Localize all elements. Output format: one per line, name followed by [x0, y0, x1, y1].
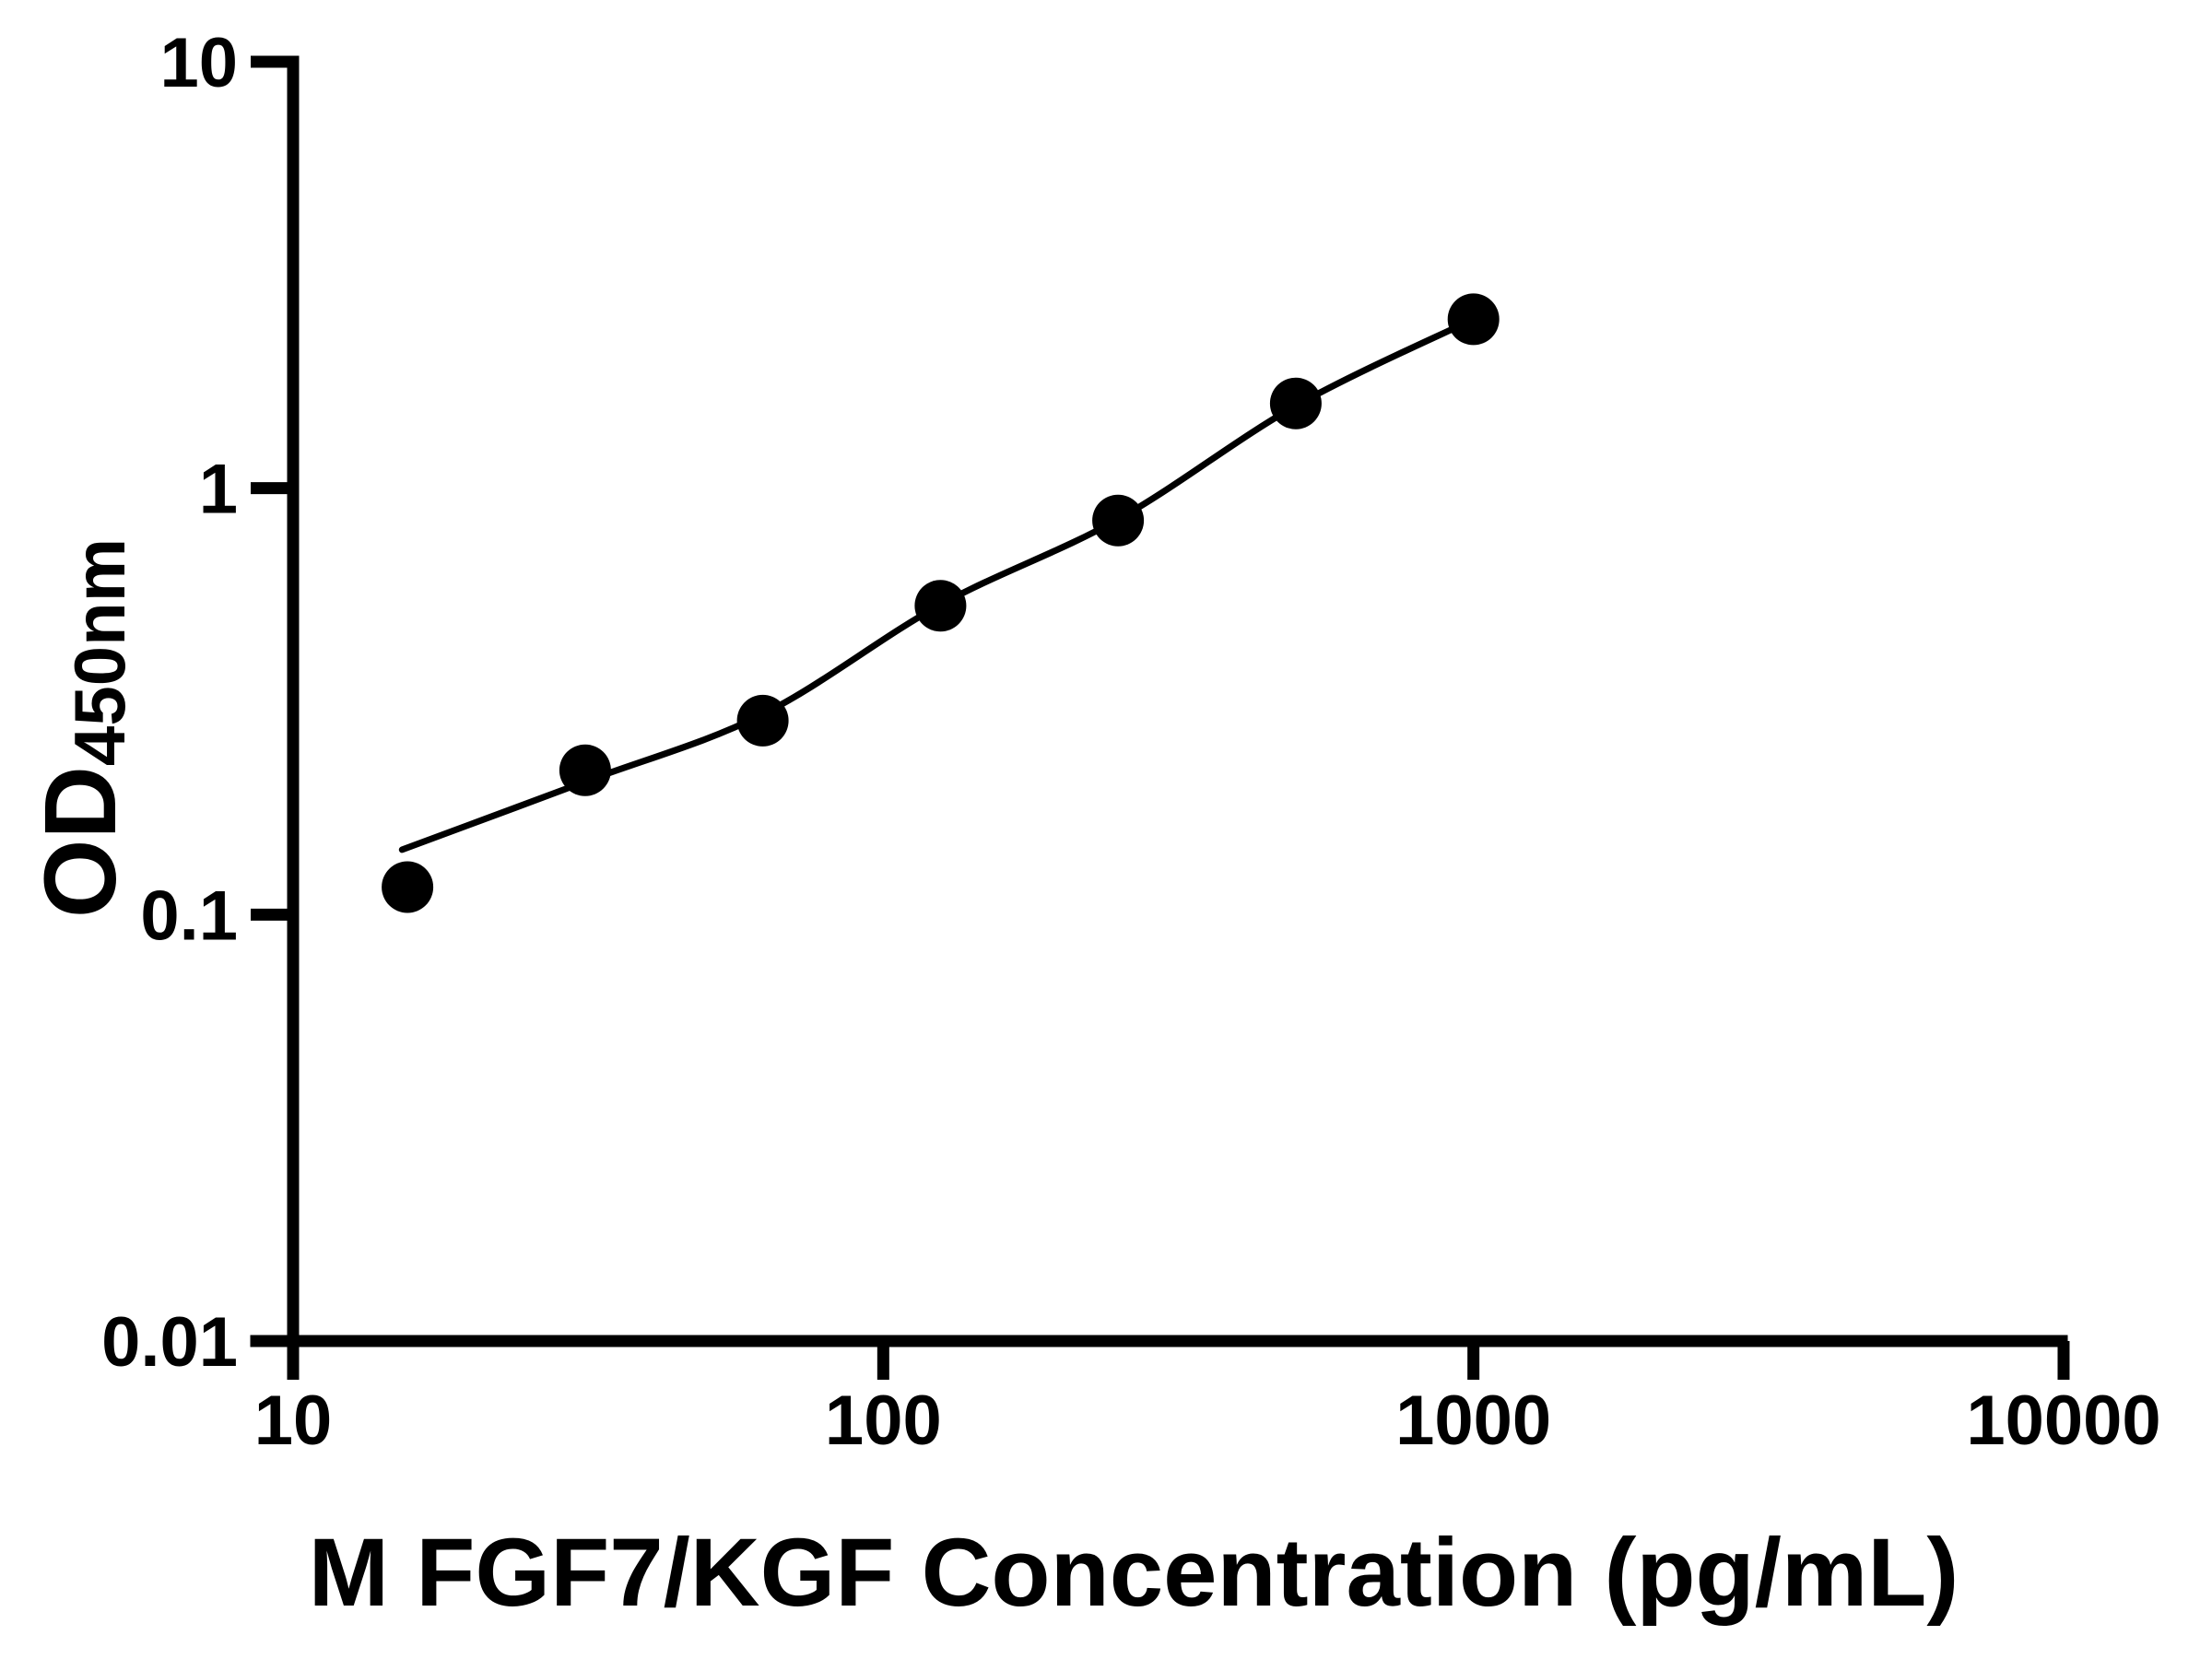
x-tick-label-10000: 10000: [1966, 1382, 2160, 1460]
y-tick-label-0.1: 0.1: [140, 877, 238, 955]
x-tick-label-100: 100: [825, 1382, 942, 1460]
data-point-6: [1269, 377, 1322, 429]
x-tick-label-1000: 1000: [1395, 1382, 1551, 1460]
x-axis-title: M FGF7/KGF Concentration (pg/mL): [309, 1519, 1959, 1627]
data-point-7: [1447, 293, 1500, 346]
x-tick-label-10: 10: [254, 1382, 333, 1460]
y-axis-title-main: OD: [24, 766, 137, 918]
data-point-5: [1092, 494, 1145, 547]
y-tick-label-1: 1: [199, 451, 238, 529]
y-tick-label-10: 10: [159, 24, 238, 102]
y-axis-title-subscript: 450nm: [59, 538, 140, 766]
y-tick-label-0.01: 0.01: [101, 1303, 238, 1382]
data-point-2: [559, 744, 611, 796]
axes-group: [250, 55, 2068, 1347]
y-axis-title: OD450nm: [24, 538, 140, 918]
series-group: [382, 293, 1500, 913]
data-point-1: [382, 861, 434, 913]
data-point-4: [914, 580, 967, 632]
data-point-3: [736, 694, 789, 747]
